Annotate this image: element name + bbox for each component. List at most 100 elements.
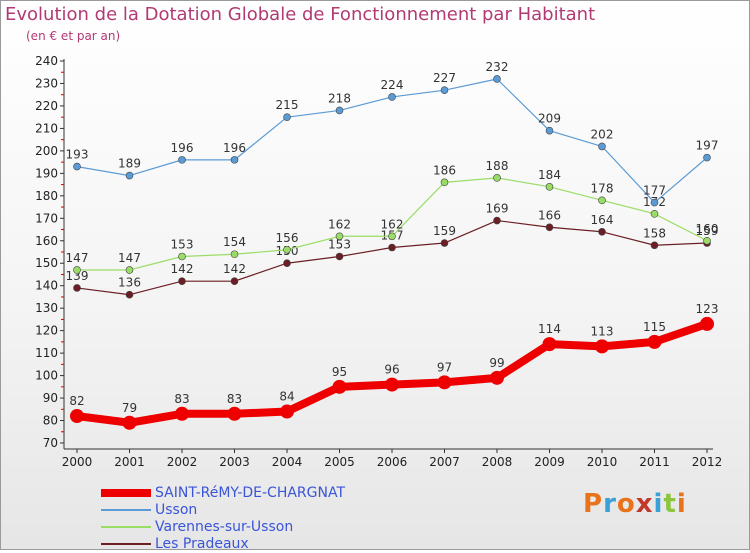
- y-tick-label: 100: [35, 369, 58, 383]
- data-point: [178, 277, 186, 286]
- data-point: [335, 106, 344, 115]
- logo-letter: P: [583, 489, 604, 519]
- data-point: [125, 171, 134, 180]
- data-label: 184: [538, 168, 561, 182]
- x-tick-label: 2000: [62, 455, 93, 469]
- data-point: [598, 227, 606, 236]
- data-point: [440, 86, 449, 95]
- data-label: 114: [538, 322, 561, 336]
- data-label: 147: [66, 251, 89, 265]
- y-tick-label: 240: [35, 54, 58, 68]
- logo-letter: o: [616, 489, 636, 519]
- data-point: [545, 126, 554, 135]
- data-label: 156: [276, 231, 299, 245]
- y-tick-label: 80: [43, 414, 58, 428]
- data-point: [493, 75, 501, 83]
- data-label: 186: [433, 163, 456, 177]
- data-point: [545, 223, 554, 232]
- data-point: [703, 153, 711, 162]
- data-point: [280, 404, 294, 419]
- data-label: 97: [437, 360, 452, 374]
- y-tick-label: 120: [35, 324, 58, 338]
- data-label: 83: [227, 392, 242, 406]
- y-tick-label: 200: [35, 144, 58, 158]
- data-point: [73, 284, 81, 292]
- data-point: [493, 216, 501, 225]
- legend-swatch: [101, 489, 151, 497]
- data-label: 169: [486, 202, 509, 216]
- data-point: [440, 178, 449, 187]
- legend-swatch: [101, 526, 151, 528]
- data-label: 160: [696, 222, 719, 236]
- data-label: 218: [328, 91, 351, 105]
- x-tick-label: 2002: [167, 455, 198, 469]
- data-label: 83: [174, 392, 189, 406]
- data-point: [388, 93, 396, 101]
- data-label: 215: [276, 98, 299, 112]
- logo-letter: r: [603, 489, 617, 519]
- data-point: [175, 406, 189, 421]
- data-point: [125, 290, 134, 299]
- data-label: 158: [643, 226, 666, 240]
- data-point: [283, 259, 291, 268]
- data-point: [178, 252, 186, 261]
- x-tick-label: 2011: [639, 455, 670, 469]
- data-point: [388, 243, 396, 252]
- data-point: [545, 183, 554, 191]
- data-point: [227, 406, 242, 421]
- data-point: [650, 198, 659, 207]
- data-point: [650, 241, 659, 250]
- data-label: 159: [696, 224, 719, 238]
- legend-label: Varennes-sur-Usson: [155, 519, 294, 535]
- legend-label: Usson: [155, 502, 198, 518]
- legend-swatch: [101, 509, 151, 511]
- legend-label: SAINT-RéMY-DE-CHARGNAT: [155, 485, 346, 501]
- data-label: 82: [69, 394, 84, 408]
- data-point: [440, 239, 449, 247]
- data-label: 188: [486, 159, 509, 173]
- logo-letter: t: [663, 489, 677, 519]
- x-tick-label: 2008: [482, 455, 513, 469]
- x-tick-label: 2010: [587, 455, 618, 469]
- x-tick-label: 2005: [324, 455, 355, 469]
- logo-letter: x: [635, 489, 654, 519]
- data-point: [335, 232, 344, 241]
- y-tick-label: 160: [35, 234, 58, 248]
- data-point: [598, 196, 606, 205]
- data-point: [700, 316, 714, 331]
- data-label: 142: [223, 262, 246, 276]
- data-label: 113: [591, 324, 614, 338]
- data-point: [490, 370, 504, 385]
- legend-label: Les Pradeaux: [155, 536, 249, 552]
- data-label: 142: [171, 262, 194, 276]
- x-tick-label: 2007: [429, 455, 460, 469]
- data-label: 178: [591, 181, 614, 195]
- y-tick-label: 110: [35, 346, 58, 360]
- x-tick-label: 2001: [114, 455, 145, 469]
- data-label: 153: [328, 237, 351, 251]
- logo-letter: i: [676, 489, 687, 519]
- x-tick-label: 2004: [272, 455, 303, 469]
- data-label: 99: [489, 356, 504, 370]
- data-point: [70, 409, 84, 424]
- data-label: 166: [538, 208, 561, 222]
- data-label: 136: [118, 276, 141, 290]
- data-label: 95: [332, 365, 347, 379]
- data-label: 84: [279, 390, 294, 404]
- data-point: [230, 277, 239, 286]
- data-label: 96: [384, 363, 399, 377]
- y-tick-label: 170: [35, 211, 58, 225]
- data-point: [335, 252, 344, 261]
- x-tick-label: 2006: [377, 455, 408, 469]
- data-label: 115: [643, 320, 666, 334]
- data-label: 196: [223, 141, 246, 155]
- data-point: [647, 334, 662, 349]
- data-point: [230, 156, 239, 164]
- data-point: [122, 415, 137, 430]
- data-point: [703, 236, 711, 245]
- y-tick-label: 210: [35, 121, 58, 135]
- data-label: 189: [118, 157, 141, 171]
- data-label: 202: [591, 127, 614, 141]
- data-label: 162: [381, 217, 404, 231]
- data-label: 197: [696, 139, 719, 153]
